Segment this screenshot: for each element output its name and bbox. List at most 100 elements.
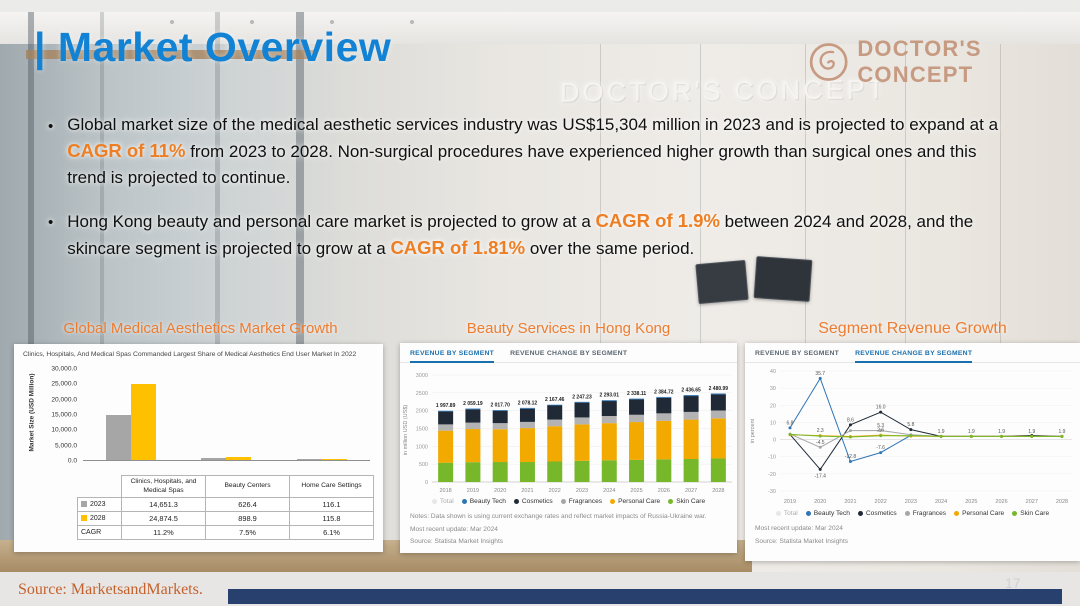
tab-revenue-change-by-segment[interactable]: REVENUE CHANGE BY SEGMENT — [855, 350, 973, 363]
chart-note: Notes: Data shown is using current excha… — [410, 513, 707, 520]
bar-segment-skin-care — [574, 460, 590, 482]
y-tick-label: 0 — [773, 438, 776, 444]
bar-segment-skin-care — [465, 462, 481, 482]
data-point — [879, 434, 883, 438]
y-tick: 25,000.0 — [51, 380, 77, 388]
bar-segment-personal-care — [629, 422, 645, 460]
legend-item-total[interactable]: Total — [431, 498, 454, 505]
bar-segment-beauty-tech — [492, 410, 508, 411]
data-point — [848, 435, 852, 439]
legend-dot — [431, 499, 437, 504]
y-tick: 0.0 — [67, 457, 77, 465]
legend-item-cosmetics[interactable]: Cosmetics — [513, 498, 553, 505]
legend-item-fragrances[interactable]: Fragrances — [904, 510, 946, 517]
legend-dot — [775, 511, 781, 516]
aesthetics-table: Clinics, Hospitals, and Medical Spas Beau… — [77, 475, 374, 540]
legend-item-skin-care[interactable]: Skin Care — [668, 498, 705, 505]
legend-item-personal-care[interactable]: Personal Care — [610, 498, 660, 505]
legend-dot — [513, 499, 519, 504]
legend-item-skin-care[interactable]: Skin Care — [1012, 510, 1049, 517]
data-point — [909, 434, 913, 438]
legend-item-beauty-tech[interactable]: Beauty Tech — [461, 498, 506, 505]
bar-segment-skin-care — [492, 462, 508, 482]
hk-legend: Total Beauty Tech Cosmetics Fragrances Perso… — [400, 497, 737, 506]
bar-segment-cosmetics — [601, 401, 617, 417]
bar-segment-fragrances — [574, 417, 590, 425]
data-point — [879, 410, 883, 414]
y-tick-label: 1000 — [416, 444, 428, 450]
row-label: 2028 — [77, 511, 122, 526]
bar-value-label: 2 293.01 — [600, 393, 620, 399]
bar-segment-cosmetics — [547, 405, 563, 420]
data-point — [969, 434, 973, 438]
data-point — [818, 467, 822, 471]
tab-revenue-change-by-segment[interactable]: REVENUE CHANGE BY SEGMENT — [510, 350, 628, 357]
legend-item-personal-care[interactable]: Personal Care — [954, 510, 1004, 517]
bar-segment-fragrances — [629, 414, 645, 423]
y-tick-label: 20 — [770, 403, 776, 409]
bar-value-label: 1 997.89 — [436, 403, 456, 409]
x-tick-label: 2027 — [685, 488, 697, 494]
table-cell: 626.4 — [205, 497, 290, 512]
section-title-segment-revenue-growth: Segment Revenue Growth — [818, 320, 1007, 337]
bar-group — [182, 457, 271, 460]
data-point — [818, 445, 822, 449]
chart-note: Most recent update: Mar 2024 — [755, 525, 843, 532]
stacked-bar: 2 059.19 — [463, 401, 483, 482]
legend-dot — [805, 511, 811, 516]
x-tick-label: 2018 — [440, 488, 452, 494]
bullet-text: Global market size of the medical aesthe… — [67, 115, 999, 187]
y-tick-label: -10 — [768, 455, 776, 461]
top-strip — [0, 0, 1080, 12]
bar-2023 — [201, 458, 227, 460]
point-label: -4.5 — [816, 440, 825, 446]
legend-item-fragrances[interactable]: Fragrances — [560, 498, 602, 505]
segment-growth-panel: REVENUE BY SEGMENT REVENUE CHANGE BY SEG… — [745, 343, 1080, 561]
x-tick-label: 2020 — [814, 499, 826, 505]
bar-segment-personal-care — [710, 418, 726, 459]
legend-dot — [857, 511, 863, 516]
table-cell: 11.2% — [121, 525, 206, 540]
point-label: 6.8 — [787, 420, 794, 426]
x-tick-label: 2020 — [494, 488, 506, 494]
brand-logo-icon — [809, 43, 848, 81]
x-tick-label: 2026 — [658, 488, 670, 494]
tab-revenue-by-segment[interactable]: REVENUE BY SEGMENT — [410, 350, 495, 363]
point-label: -17.4 — [815, 473, 827, 479]
monitor-shape — [695, 259, 749, 305]
y-tick-label: 2000 — [416, 409, 428, 415]
bar-segment-cosmetics — [438, 411, 454, 425]
y-tick: 20,000.0 — [51, 396, 77, 404]
legend-dot — [610, 499, 616, 504]
x-tick-label: 2022 — [875, 499, 887, 505]
legend-item-cosmetics[interactable]: Cosmetics — [857, 510, 897, 517]
y-tick-label: 1500 — [416, 427, 428, 433]
cagr-highlight: CAGR of 11% — [67, 140, 186, 161]
point-label: 1.9 — [998, 429, 1005, 435]
x-tick-label: 2019 — [784, 499, 796, 505]
table-cell: 6.1% — [289, 525, 374, 540]
stacked-bar: 2 436.65 — [681, 388, 701, 482]
legend-item-total[interactable]: Total — [775, 510, 798, 517]
bar-segment-fragrances — [601, 416, 617, 424]
table-cell: 24,874.5 — [121, 511, 206, 526]
bar-value-label: 2 059.19 — [463, 401, 483, 407]
y-tick: 5,000.0 — [55, 442, 77, 450]
x-tick-label: 2023 — [905, 499, 917, 505]
table-header-row: Clinics, Hospitals, and Medical Spas Beau… — [78, 475, 374, 498]
glass-door-frame — [28, 12, 34, 560]
y-tick-label: 500 — [419, 462, 428, 468]
data-point — [848, 423, 852, 427]
chart-note: Source: Statista Market Insights — [755, 537, 849, 545]
table-row: 2023 14,651.3 626.4 116.1 — [77, 497, 374, 512]
point-label: 8.6 — [847, 417, 854, 423]
bar-value-label: 2 480.99 — [709, 386, 729, 392]
table-cell: 898.9 — [205, 511, 290, 526]
x-tick-label: 2026 — [995, 499, 1007, 505]
x-tick-label: 2028 — [712, 488, 724, 494]
legend-item-beauty-tech[interactable]: Beauty Tech — [805, 510, 850, 517]
bar-segment-fragrances — [710, 410, 726, 419]
tab-revenue-by-segment[interactable]: REVENUE BY SEGMENT — [755, 350, 840, 357]
hk-notes: Notes: Data shown is using current excha… — [400, 506, 737, 549]
